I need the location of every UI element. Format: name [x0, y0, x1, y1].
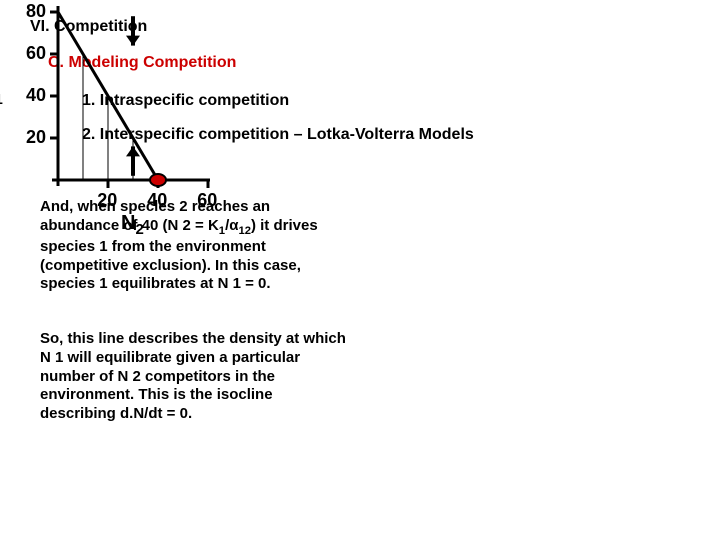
y-tick-label: 60	[26, 43, 46, 64]
x-tick-label: 60	[197, 190, 217, 211]
isocline-chart: N1 N2 20406080204060	[0, 0, 210, 230]
x-tick-label: 20	[97, 190, 117, 211]
paragraph-2: So, this line describes the density at w…	[40, 330, 350, 424]
x-tick-label: 40	[147, 190, 167, 211]
y-tick-label: 20	[26, 127, 46, 148]
y-tick-label: 40	[26, 85, 46, 106]
y-tick-label: 80	[26, 1, 46, 22]
x-axis-label: N2	[121, 212, 144, 238]
y-axis-label: N1	[0, 82, 3, 108]
